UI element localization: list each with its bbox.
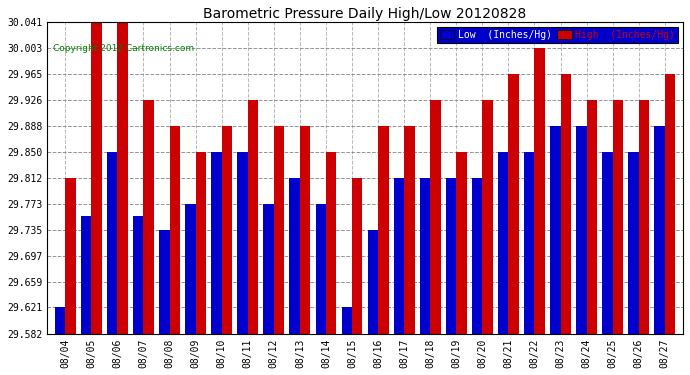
Bar <box>664 74 676 334</box>
Bar <box>117 22 128 334</box>
Legend: Low  (Inches/Hg), High  (Inches/Hg): Low (Inches/Hg), High (Inches/Hg) <box>437 27 678 43</box>
Bar <box>91 22 102 334</box>
Bar <box>535 48 545 334</box>
Bar <box>211 152 221 334</box>
Bar <box>81 216 91 334</box>
Bar <box>509 74 519 334</box>
Bar <box>274 126 284 334</box>
Bar <box>420 178 431 334</box>
Bar <box>472 178 482 334</box>
Bar <box>352 178 362 334</box>
Bar <box>107 152 117 334</box>
Bar <box>524 152 535 334</box>
Bar <box>431 100 441 334</box>
Bar <box>368 230 378 334</box>
Bar <box>378 126 388 334</box>
Bar <box>133 216 144 334</box>
Bar <box>404 126 415 334</box>
Bar <box>159 230 170 334</box>
Bar <box>576 126 586 334</box>
Bar <box>66 178 76 334</box>
Text: Copyright 2012 Cartronics.com: Copyright 2012 Cartronics.com <box>53 44 195 53</box>
Bar <box>248 100 258 334</box>
Bar <box>290 178 300 334</box>
Bar <box>342 308 352 334</box>
Bar <box>613 100 623 334</box>
Bar <box>586 100 597 334</box>
Bar <box>629 152 639 334</box>
Bar <box>170 126 180 334</box>
Bar <box>55 308 66 334</box>
Bar <box>221 126 232 334</box>
Bar <box>300 126 310 334</box>
Bar <box>456 152 466 334</box>
Bar <box>394 178 404 334</box>
Bar <box>654 126 664 334</box>
Bar <box>550 126 560 334</box>
Bar <box>602 152 613 334</box>
Bar <box>446 178 456 334</box>
Bar <box>482 100 493 334</box>
Bar <box>264 204 274 334</box>
Bar <box>144 100 154 334</box>
Bar <box>326 152 337 334</box>
Bar <box>315 204 326 334</box>
Bar <box>237 152 248 334</box>
Title: Barometric Pressure Daily High/Low 20120828: Barometric Pressure Daily High/Low 20120… <box>204 7 526 21</box>
Bar <box>498 152 509 334</box>
Bar <box>196 152 206 334</box>
Bar <box>185 204 196 334</box>
Bar <box>639 100 649 334</box>
Bar <box>560 74 571 334</box>
